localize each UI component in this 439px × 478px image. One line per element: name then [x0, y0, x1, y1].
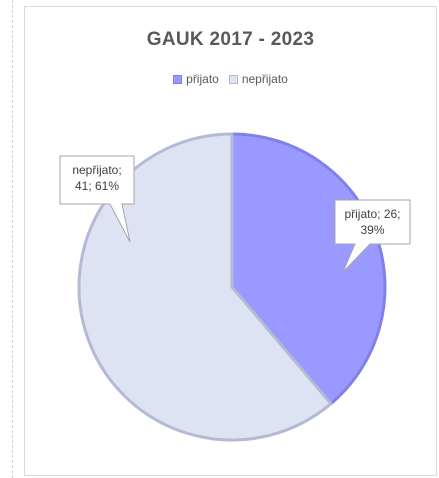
legend-label-prijato: přijato [186, 72, 219, 86]
pie-slice-neprijato [77, 132, 333, 442]
legend-item-neprijato: nepřijato [228, 72, 288, 86]
legend-swatch-neprijato [228, 74, 238, 84]
data-callout-neprijato [59, 155, 135, 243]
legend-swatch-prijato [173, 74, 183, 84]
chart-area: GAUK 2017 - 2023 přijato nepřijato přija… [24, 6, 437, 476]
chart-legend: přijato nepřijato [25, 72, 436, 86]
pie-chart: přijato; 26; 39% nepřijato; 41; 61% [59, 132, 411, 442]
data-label-neprijato-line1: nepřijato; [72, 163, 121, 177]
data-label-neprijato-line2: 41; 61% [75, 179, 119, 193]
chart-title: GAUK 2017 - 2023 [146, 29, 315, 50]
data-label-prijato-line2: 39% [360, 223, 384, 237]
left-divider [12, 0, 13, 478]
data-label-prijato-line1: přijato; 26; [344, 207, 400, 221]
legend-item-prijato: přijato [173, 72, 219, 86]
legend-label-neprijato: nepřijato [241, 72, 288, 86]
data-callout-prijato [334, 199, 411, 273]
